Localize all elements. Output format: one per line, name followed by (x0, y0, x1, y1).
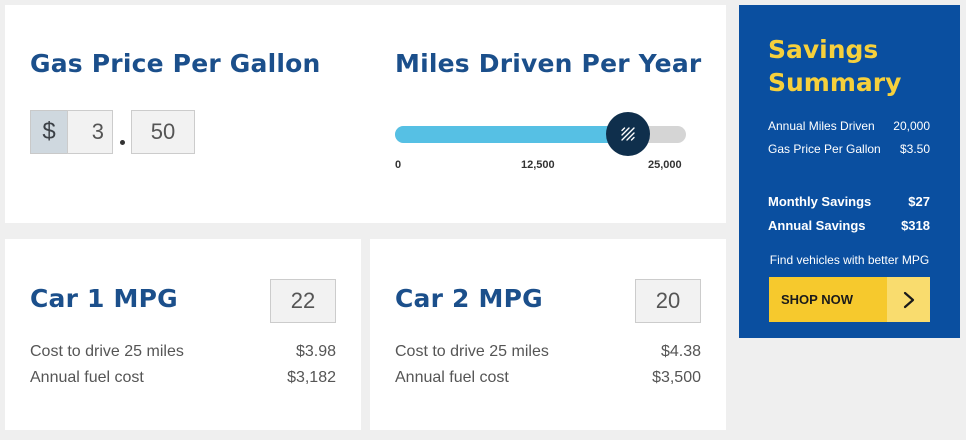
summary-title: Savings Summary (768, 33, 901, 99)
summary-gas-price-value: $3.50 (899, 142, 930, 156)
find-vehicles-text: Find vehicles with better MPG (769, 253, 930, 267)
summary-annual-miles-value: 20,000 (893, 119, 930, 133)
chevron-right-icon (887, 277, 930, 322)
summary-gas-price-label: Gas Price Per Gallon (768, 142, 881, 156)
gas-miles-card: Gas Price Per Gallon $ 3 50 Miles Driven… (5, 5, 726, 223)
car2-heading: Car 2 MPG (395, 284, 543, 313)
car1-mpg-input[interactable]: 22 (270, 279, 336, 323)
slider-tick-mid: 12,500 (521, 159, 555, 171)
car1-cost-25-value: $3.98 (295, 343, 336, 360)
car2-annual-value: $3,500 (652, 369, 701, 386)
summary-title-line1: Savings (768, 35, 879, 64)
miles-heading: Miles Driven Per Year (395, 49, 702, 78)
car1-annual-value: $3,182 (287, 369, 336, 386)
car1-heading: Car 1 MPG (30, 284, 178, 313)
car2-card: Car 2 MPG 20 Cost to drive 25 miles $4.3… (370, 239, 726, 430)
slider-tick-min: 0 (395, 159, 402, 171)
car1-cost-25-row: Cost to drive 25 miles $3.98 (30, 343, 336, 361)
slider-fill (395, 126, 628, 143)
summary-monthly-value: $27 (908, 194, 930, 209)
summary-annual-savings-value: $318 (901, 218, 930, 233)
car2-cost-25-value: $4.38 (660, 343, 701, 360)
car2-mpg-input[interactable]: 20 (635, 279, 701, 323)
miles-slider[interactable] (395, 112, 686, 156)
savings-summary-panel: Savings Summary Annual Miles Driven 20,0… (739, 5, 960, 338)
car2-cost-25-label: Cost to drive 25 miles (395, 343, 549, 360)
car1-annual-label: Annual fuel cost (30, 369, 144, 386)
car2-cost-25-row: Cost to drive 25 miles $4.38 (395, 343, 701, 361)
shop-now-button[interactable]: SHOP NOW (769, 277, 930, 322)
summary-gas-price-row: Gas Price Per Gallon $3.50 (768, 142, 930, 156)
car2-annual-row: Annual fuel cost $3,500 (395, 369, 701, 387)
summary-annual-savings-row: Annual Savings $318 (768, 218, 930, 233)
summary-monthly-row: Monthly Savings $27 (768, 194, 930, 209)
decimal-point (113, 110, 131, 154)
car2-annual-label: Annual fuel cost (395, 369, 509, 386)
gas-dollars-input[interactable]: 3 (67, 110, 113, 154)
shop-now-label: SHOP NOW (781, 292, 853, 307)
car1-cost-25-label: Cost to drive 25 miles (30, 343, 184, 360)
gas-price-heading: Gas Price Per Gallon (30, 49, 321, 78)
summary-annual-savings-label: Annual Savings (768, 218, 866, 233)
summary-annual-miles-label: Annual Miles Driven (768, 119, 875, 133)
summary-monthly-label: Monthly Savings (768, 194, 872, 209)
currency-symbol: $ (30, 110, 67, 154)
hatch-lines-icon (621, 127, 635, 141)
car1-annual-row: Annual fuel cost $3,182 (30, 369, 336, 387)
gas-price-inputs: $ 3 50 (30, 110, 195, 154)
summary-annual-miles-row: Annual Miles Driven 20,000 (768, 119, 930, 133)
slider-thumb[interactable] (605, 112, 650, 156)
gas-cents-input[interactable]: 50 (131, 110, 195, 154)
summary-title-line2: Summary (768, 68, 902, 97)
car1-card: Car 1 MPG 22 Cost to drive 25 miles $3.9… (5, 239, 361, 430)
slider-tick-max: 25,000 (648, 159, 682, 171)
